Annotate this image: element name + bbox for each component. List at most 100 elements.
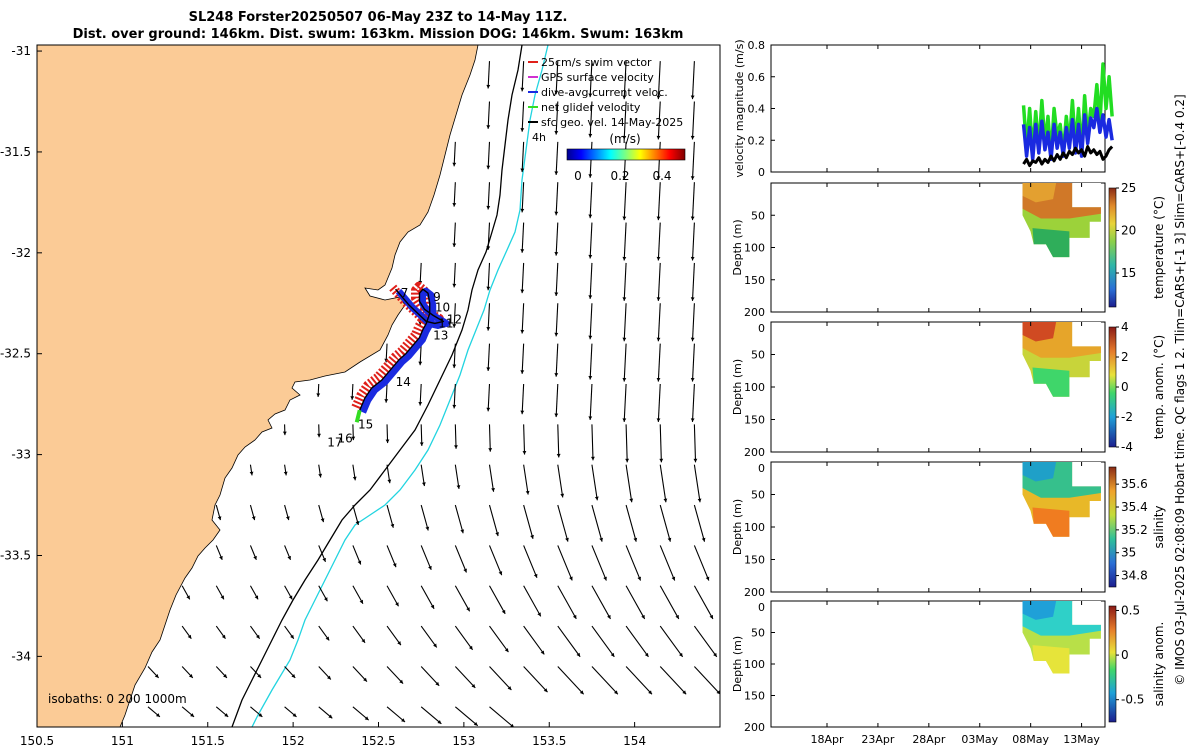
depth-ytick-label: 100 xyxy=(744,242,765,255)
map-xtick-label: 154 xyxy=(623,734,646,748)
colorbar-tick-label: 35.6 xyxy=(1121,477,1148,491)
map-xtick-label: 152.5 xyxy=(361,734,395,748)
legend-net-glider-velocity: net glider velocity xyxy=(541,101,641,114)
map-xtick-label: 152 xyxy=(282,734,305,748)
map-ytick-label: -33 xyxy=(11,448,31,462)
legend-sfc-geo-velocity: sfc geo. vel. 14-May-2025 xyxy=(541,116,683,129)
colorbar-title: (m/s) xyxy=(609,132,640,146)
map-ytick-label: -32 xyxy=(11,246,31,260)
heatmap-gap xyxy=(1072,183,1101,207)
vel-ytick-label: 0.6 xyxy=(748,71,766,84)
velocity-arrow xyxy=(455,424,456,448)
depth-ytick-label: 0 xyxy=(758,462,765,475)
colorbar-tick-label: -0.5 xyxy=(1121,693,1144,707)
colorbar-tick-label: -2 xyxy=(1121,410,1133,424)
map-ytick-label: -31.5 xyxy=(0,145,31,159)
map-xtick-label: 151.5 xyxy=(191,734,225,748)
map-ytick-label: -31 xyxy=(11,44,31,58)
vel-ylabel: velocity magnitude (m/s) xyxy=(733,39,746,177)
time-tick-label: 28Apr xyxy=(912,733,946,746)
temp_anom-colorbar-label: temp. anom. (°C) xyxy=(1152,335,1166,439)
map-title-line1: SL248 Forster20250507 06-May 23Z to 14-M… xyxy=(189,10,568,25)
depth-ylabel: Depth (m) xyxy=(731,499,744,555)
colorbar-tick-label: 2 xyxy=(1121,350,1129,364)
depth-ylabel: Depth (m) xyxy=(731,636,744,692)
annotation-4h: 4h xyxy=(532,131,546,144)
depth-ytick-label: 150 xyxy=(744,414,765,427)
map-xtick-label: 153.5 xyxy=(532,734,566,748)
depth-ytick-label: 200 xyxy=(744,586,765,599)
vel-ytick-label: 0.2 xyxy=(748,134,766,147)
isobath-label: isobaths: 0 200 1000m xyxy=(48,692,187,706)
colorbar-tick-label: 4 xyxy=(1121,320,1129,334)
heatmap-gap xyxy=(1072,462,1101,486)
map-title-line2: Dist. over ground: 146km. Dist. swum: 16… xyxy=(73,27,684,42)
waypoint-14: 14 xyxy=(396,375,411,389)
depth-ytick-label: 150 xyxy=(744,554,765,567)
colorbar-tick-label: 25 xyxy=(1121,181,1136,195)
waypoint-7: 7 xyxy=(401,286,409,300)
map-ytick-label: -32.5 xyxy=(0,347,31,361)
colorbar-tick-label: 15 xyxy=(1121,266,1136,280)
depth-ytick-label: 50 xyxy=(751,209,765,222)
colorbar-tick-label: -4 xyxy=(1121,440,1133,454)
colorbar-tick-label: 35.4 xyxy=(1121,500,1148,514)
colorbar-tick-2: 0.4 xyxy=(652,169,671,183)
colorbar-tick-label: 35.2 xyxy=(1121,523,1148,537)
map-ytick-label: -34 xyxy=(11,649,31,663)
legend-dive-avg-current: dive-avg current veloc. xyxy=(541,86,668,99)
time-tick-label: 18Apr xyxy=(810,733,844,746)
colorbar-tick-label: 34.8 xyxy=(1121,569,1148,583)
depth-ytick-label: 50 xyxy=(751,349,765,362)
colorbar-tick-0: 0 xyxy=(574,169,582,183)
depth-ytick-label: 100 xyxy=(744,381,765,394)
panel-temp_anom: 0 50 100 150 200 Depth (m) 4 2 0 -2 -4 temp. anom. … xyxy=(731,320,1166,459)
speed-colorbar xyxy=(567,149,685,160)
depth-ytick-label: 0 xyxy=(758,601,765,614)
salinity-colorbar xyxy=(1109,467,1116,587)
depth-ytick-label: 150 xyxy=(744,690,765,703)
depth-ytick-label: 50 xyxy=(751,489,765,502)
depth-ytick-label: 100 xyxy=(744,521,765,534)
waypoint-13: 13 xyxy=(433,329,448,343)
depth-ytick-label: 200 xyxy=(744,721,765,734)
map-xtick-label: 150.5 xyxy=(20,734,54,748)
temperature-colorbar xyxy=(1109,188,1116,307)
colorbar-tick-label: 35 xyxy=(1121,546,1136,560)
colorbar-tick-label: 0 xyxy=(1121,648,1129,662)
salinity_anom-colorbar xyxy=(1109,606,1116,722)
depth-ytick-label: 200 xyxy=(744,446,765,459)
time-tick-label: 13May xyxy=(1063,733,1100,746)
heatmap-gap xyxy=(1072,601,1101,625)
depth-ytick-label: 200 xyxy=(744,306,765,319)
waypoint-15: 15 xyxy=(358,417,373,431)
map-xtick-label: 153 xyxy=(452,734,475,748)
temperature-colorbar-label: temperature (°C) xyxy=(1152,196,1166,299)
depth-ytick-label: 150 xyxy=(744,274,765,287)
heatmap-gap xyxy=(1072,322,1101,346)
depth-ytick-label: 0 xyxy=(758,322,765,335)
vel-ytick-label: 0 xyxy=(758,166,765,179)
depth-ytick-label: 100 xyxy=(744,658,765,671)
depth-ylabel: Depth (m) xyxy=(731,359,744,415)
vel-ytick-label: 0.4 xyxy=(748,103,766,116)
colorbar-tick-label: 0.5 xyxy=(1121,603,1140,617)
colorbar-tick-label: 0 xyxy=(1121,380,1129,394)
salinity-colorbar-label: salinity xyxy=(1152,505,1166,548)
salinity_anom-colorbar-label: salinity anom. xyxy=(1152,622,1166,707)
temp_anom-colorbar xyxy=(1109,327,1116,447)
map-xtick-label: 151 xyxy=(111,734,134,748)
colorbar-tick-label: 20 xyxy=(1121,224,1136,238)
waypoint-17: 17 xyxy=(327,435,342,449)
map-ytick-label: -33.5 xyxy=(0,548,31,562)
colorbar-tick-1: 0.2 xyxy=(610,169,629,183)
vel-ytick-label: 0.8 xyxy=(748,39,766,52)
time-tick-label: 23Apr xyxy=(861,733,895,746)
legend-gps-surface-velocity: GPS surface velocity xyxy=(541,71,654,84)
